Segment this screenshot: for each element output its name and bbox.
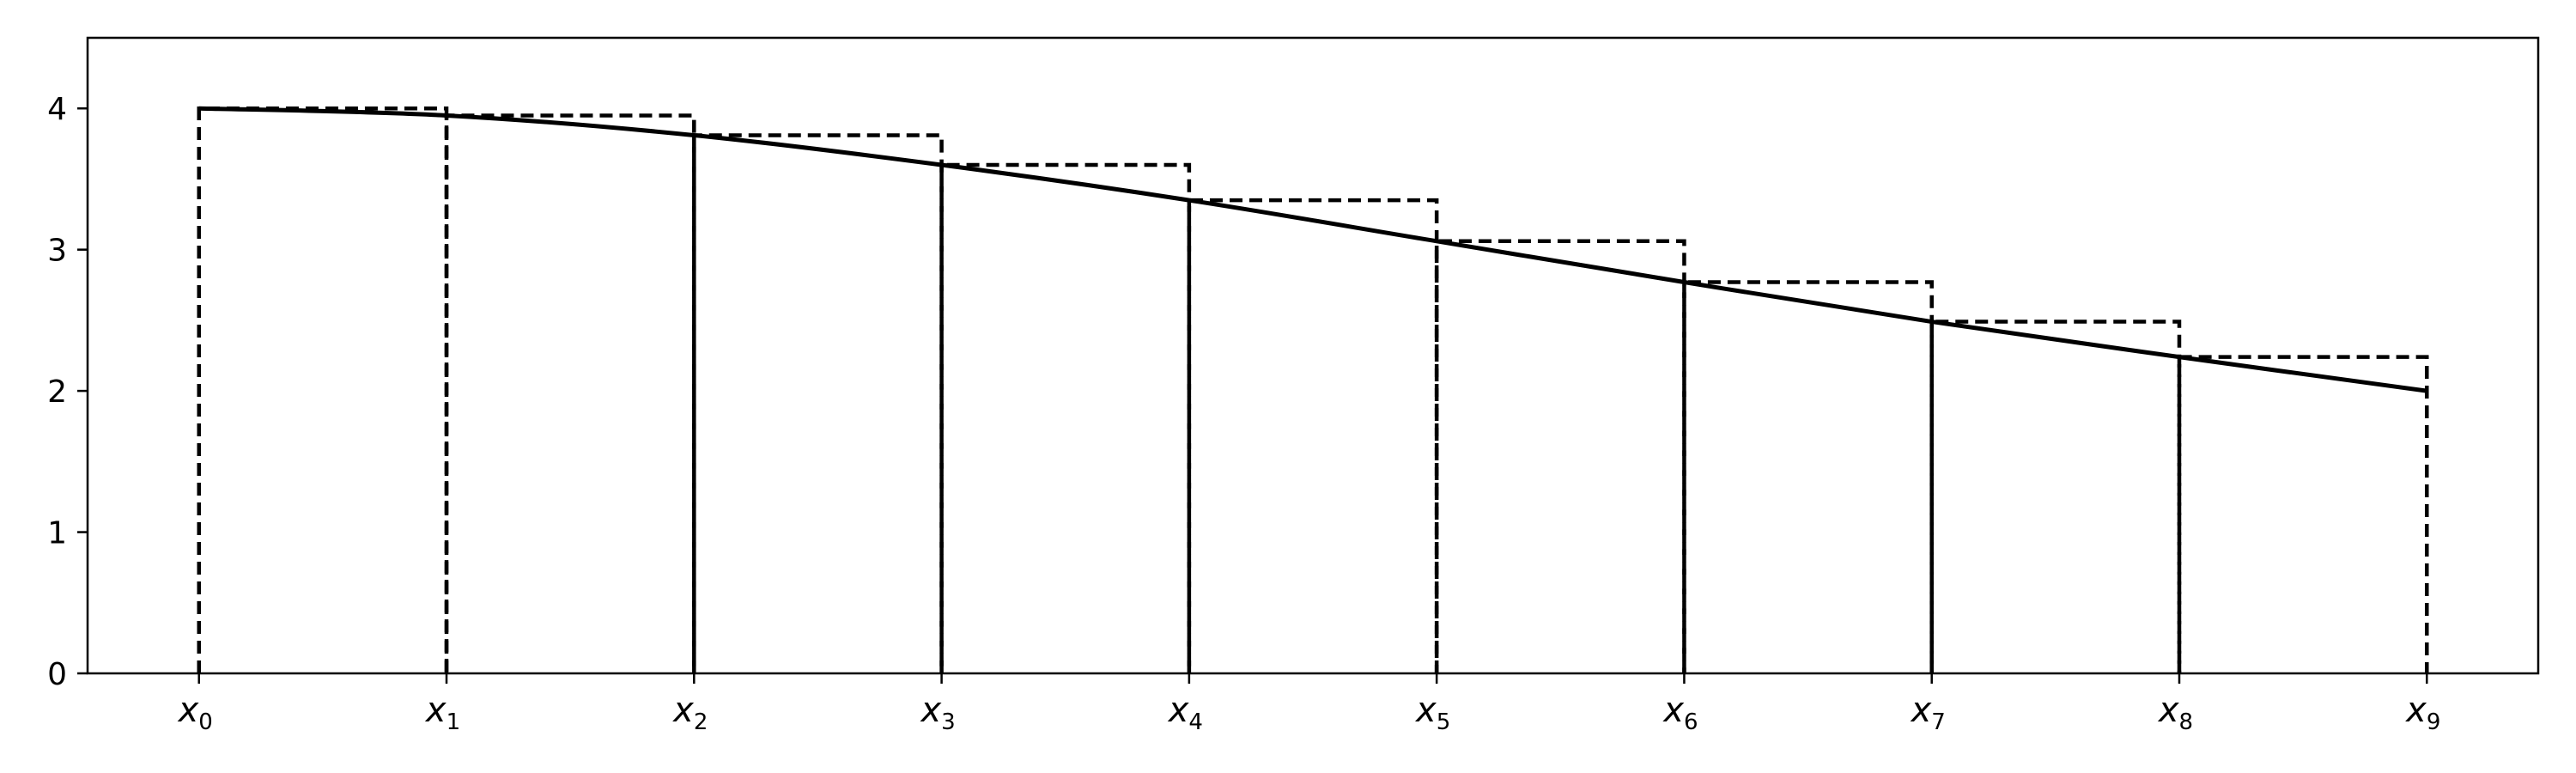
x-tick-label-subscript: 4	[1188, 709, 1203, 735]
riemann-rectangle	[1682, 280, 1934, 673]
x-tick-label-base: x	[2157, 691, 2179, 730]
y-tick-label: 4	[47, 92, 67, 127]
x-tick-label-subscript: 1	[447, 709, 461, 735]
x-tick-label-base: x	[177, 691, 199, 730]
x-tick-label-subscript: 8	[2179, 709, 2194, 735]
curve-line	[198, 106, 2427, 393]
x-tick-label-base: x	[919, 691, 941, 730]
x-axis: x0 x1 x2 x3 x4 x5 x6 x7 x8 x9	[177, 673, 2440, 735]
y-tick-label: 1	[47, 516, 67, 551]
y-tick-label: 2	[47, 374, 67, 410]
x-tick-label: x5	[1414, 691, 1450, 735]
riemann-rectangle	[2177, 355, 2429, 673]
riemann-rectangle	[444, 113, 696, 673]
x-tick-label-subscript: 2	[694, 709, 708, 735]
x-tick-label: x0	[177, 691, 213, 735]
x-tick-label: x3	[919, 691, 955, 735]
x-tick-label-subscript: 7	[1931, 709, 1946, 735]
x-tick-label-base: x	[1414, 691, 1437, 730]
x-tick-label-base: x	[1662, 691, 1684, 730]
x-tick-label-base: x	[424, 691, 447, 730]
riemann-rectangle	[1929, 320, 2182, 673]
y-tick-label: 0	[47, 657, 67, 692]
riemann-rectangle	[939, 162, 1192, 673]
x-tick-label-base: x	[2404, 691, 2427, 730]
x-tick-label: x4	[1167, 691, 1203, 735]
y-axis: 0 1 2 3 4	[47, 92, 88, 692]
x-tick-label-subscript: 3	[941, 709, 956, 735]
x-tick-label: x1	[424, 691, 460, 735]
y-tick-label: 3	[47, 234, 67, 269]
x-tick-label: x2	[671, 691, 708, 735]
x-tick-label: x7	[1910, 691, 1946, 735]
x-tick-label: x6	[1662, 691, 1698, 735]
x-tick-label-subscript: 5	[1437, 709, 1451, 735]
riemann-rectangles	[197, 106, 2429, 673]
riemann-rectangle	[1187, 198, 1439, 673]
x-tick-label: x9	[2404, 691, 2440, 735]
x-tick-label-base: x	[1167, 691, 1189, 730]
plot-area-frame	[86, 36, 2540, 675]
x-tick-label-base: x	[1910, 691, 1932, 730]
x-tick-label-subscript: 6	[1684, 709, 1698, 735]
x-tick-label-base: x	[671, 691, 694, 730]
x-tick-label-subscript: 0	[198, 709, 213, 735]
function-curve	[198, 106, 2427, 393]
riemann-rectangle	[1434, 239, 1686, 673]
x-tick-label-subscript: 9	[2427, 709, 2441, 735]
x-tick-label: x8	[2157, 691, 2193, 735]
